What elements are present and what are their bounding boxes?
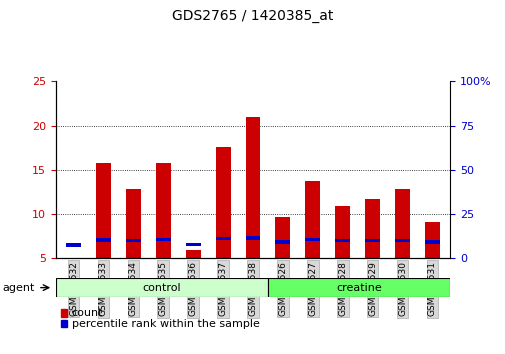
Bar	[424, 222, 439, 258]
Text: creatine: creatine	[336, 282, 381, 293]
Bar	[185, 251, 200, 258]
Bar	[185, 242, 200, 246]
Bar	[215, 147, 230, 258]
Text: percentile rank within the sample: percentile rank within the sample	[72, 319, 259, 329]
Bar	[365, 199, 379, 258]
Bar	[245, 236, 260, 240]
Bar	[56, 278, 268, 297]
Bar	[96, 163, 111, 258]
Bar	[335, 206, 349, 258]
Bar	[335, 239, 349, 242]
Bar	[268, 278, 449, 297]
Text: count: count	[72, 308, 103, 318]
Bar	[394, 189, 409, 258]
Bar	[215, 237, 230, 240]
Bar	[275, 240, 290, 244]
Bar	[126, 239, 140, 242]
Bar	[126, 189, 140, 258]
Bar	[96, 238, 111, 241]
Text: agent: agent	[3, 282, 35, 293]
Bar	[156, 238, 171, 241]
Bar	[305, 181, 320, 258]
Bar	[245, 117, 260, 258]
Bar	[275, 217, 290, 258]
Text: control: control	[142, 282, 181, 293]
Bar	[156, 163, 171, 258]
Bar	[305, 238, 320, 241]
Bar	[365, 239, 379, 242]
Text: GDS2765 / 1420385_at: GDS2765 / 1420385_at	[172, 9, 333, 23]
Bar	[66, 244, 81, 247]
Bar	[424, 240, 439, 244]
Bar	[394, 239, 409, 242]
